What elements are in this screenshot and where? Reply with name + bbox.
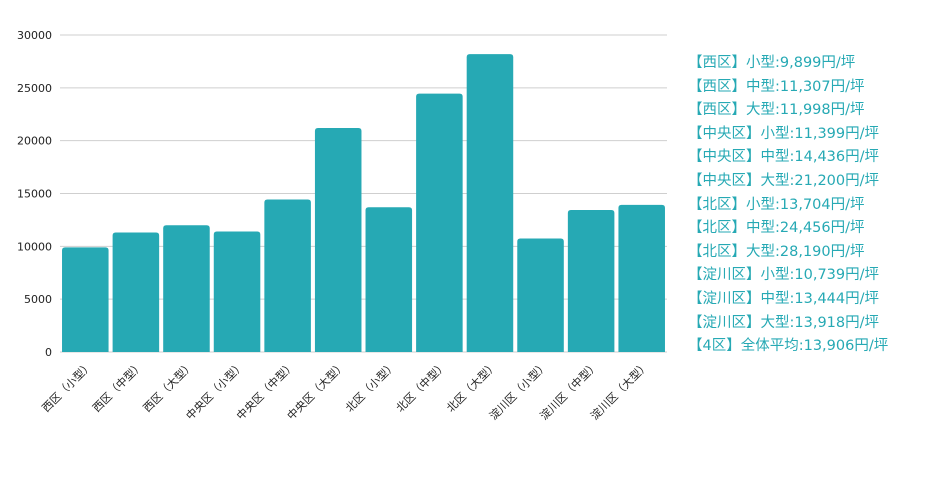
- legend-item: 【中央区】大型:21,200円/坪: [688, 172, 880, 189]
- bar: [567, 209, 615, 352]
- bar: [517, 238, 564, 352]
- y-tick-label: 30000: [17, 29, 52, 42]
- gridlines: [60, 34, 667, 353]
- bar: [62, 247, 109, 352]
- y-axis-ticks: 0 5000 10000 15000 20000 25000 30000: [17, 29, 52, 359]
- legend-item: 【淀川区】大型:13,918円/坪: [688, 314, 880, 331]
- y-tick-label: 10000: [17, 240, 52, 253]
- legend-item: 【西区】小型:9,899円/坪: [688, 55, 856, 71]
- bar: [466, 54, 514, 352]
- x-tick-label: 西区（中型）: [89, 358, 146, 415]
- legend-item: 【淀川区】中型:13,444円/坪: [688, 290, 880, 307]
- bar: [416, 93, 463, 352]
- bar: [112, 232, 160, 352]
- legend-item: 【中央区】小型:11,399円/坪: [688, 125, 880, 142]
- legend-item: 【北区】小型:13,704円/坪: [688, 196, 865, 213]
- legend-item: 【西区】中型:11,307円/坪: [688, 78, 865, 95]
- legend-item: 【北区】大型:28,190円/坪: [688, 243, 865, 260]
- bar: [365, 207, 413, 352]
- legend-item: 【北区】中型:24,456円/坪: [688, 220, 865, 237]
- bar: [163, 225, 210, 352]
- bar: [264, 199, 311, 352]
- legend: 【西区】小型:9,899円/坪 【西区】中型:11,307円/坪 【西区】大型:…: [688, 52, 926, 359]
- x-axis-labels: 西区（小型）西区（中型）西区（大型）中央区（小型）中央区（中型）中央区（大型）北…: [39, 358, 652, 422]
- bar: [213, 231, 261, 352]
- legend-item: 【淀川区】小型:10,739円/坪: [688, 267, 880, 284]
- bar: [314, 127, 362, 352]
- bar: [618, 204, 665, 352]
- legend-average: 【4区】全体平均:13,906円/坪: [688, 338, 889, 355]
- y-tick-label: 15000: [17, 188, 52, 201]
- y-tick-label: 20000: [17, 135, 52, 148]
- y-tick-label: 25000: [17, 82, 52, 95]
- x-tick-label: 西区（大型）: [140, 358, 197, 415]
- x-tick-label: 北区（小型）: [342, 358, 399, 415]
- y-tick-label: 5000: [24, 293, 52, 306]
- x-tick-label: 西区（小型）: [39, 358, 96, 415]
- legend-item: 【中央区】中型:14,436円/坪: [688, 149, 880, 166]
- legend-item: 【西区】大型:11,998円/坪: [688, 102, 865, 119]
- x-tick-label: 北区（大型）: [444, 358, 501, 415]
- y-tick-label: 0: [45, 346, 52, 359]
- x-tick-label: 北区（中型）: [393, 358, 450, 415]
- bars: [62, 54, 665, 352]
